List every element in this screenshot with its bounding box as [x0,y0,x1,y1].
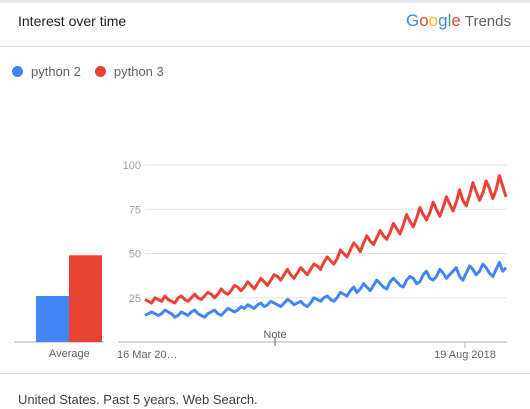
google-letter-3: g [438,11,448,30]
footer-divider [0,373,530,374]
y-tick-label-100: 100 [123,160,141,172]
google-letter-0: G [405,11,420,30]
google-letter-1: o [419,11,429,30]
y-tick-label-25: 25 [129,293,141,305]
google-trends-logo: Google Trends [406,11,511,31]
note-label[interactable]: Note [263,329,286,341]
google-letter-4: l [447,11,452,30]
legend: python 2 python 3 [12,64,178,79]
average-label: Average [49,348,90,360]
chart-title: Interest over time [18,13,127,29]
series-line-python-2 [144,260,508,319]
y-tick-label-75: 75 [129,204,141,216]
x-end-label: 19 Aug 2018 [434,349,496,361]
x-start-label: 16 Mar 20… [117,349,178,361]
average-bar-python-2 [36,295,69,342]
footer-caption: United States. Past 5 years. Web Search. [18,392,258,407]
legend-item-python-3[interactable]: python 3 [94,64,164,79]
google-letter-5: e [451,11,461,30]
legend-label-python-3: python 3 [113,64,164,79]
average-bar-python-3 [69,255,102,342]
series-line-python-3 [144,174,508,305]
legend-label-python-2: python 2 [31,64,81,79]
header-divider [0,46,530,47]
google-letter-2: o [428,11,439,30]
y-tick-label-50: 50 [129,249,141,261]
card-top-border [0,0,530,3]
legend-dot-python-3 [94,66,106,77]
trends-wordmark: Trends [464,13,511,30]
google-wordmark: Google [406,11,461,30]
legend-item-python-2[interactable]: python 2 [12,64,81,79]
legend-dot-python-2 [12,66,23,77]
